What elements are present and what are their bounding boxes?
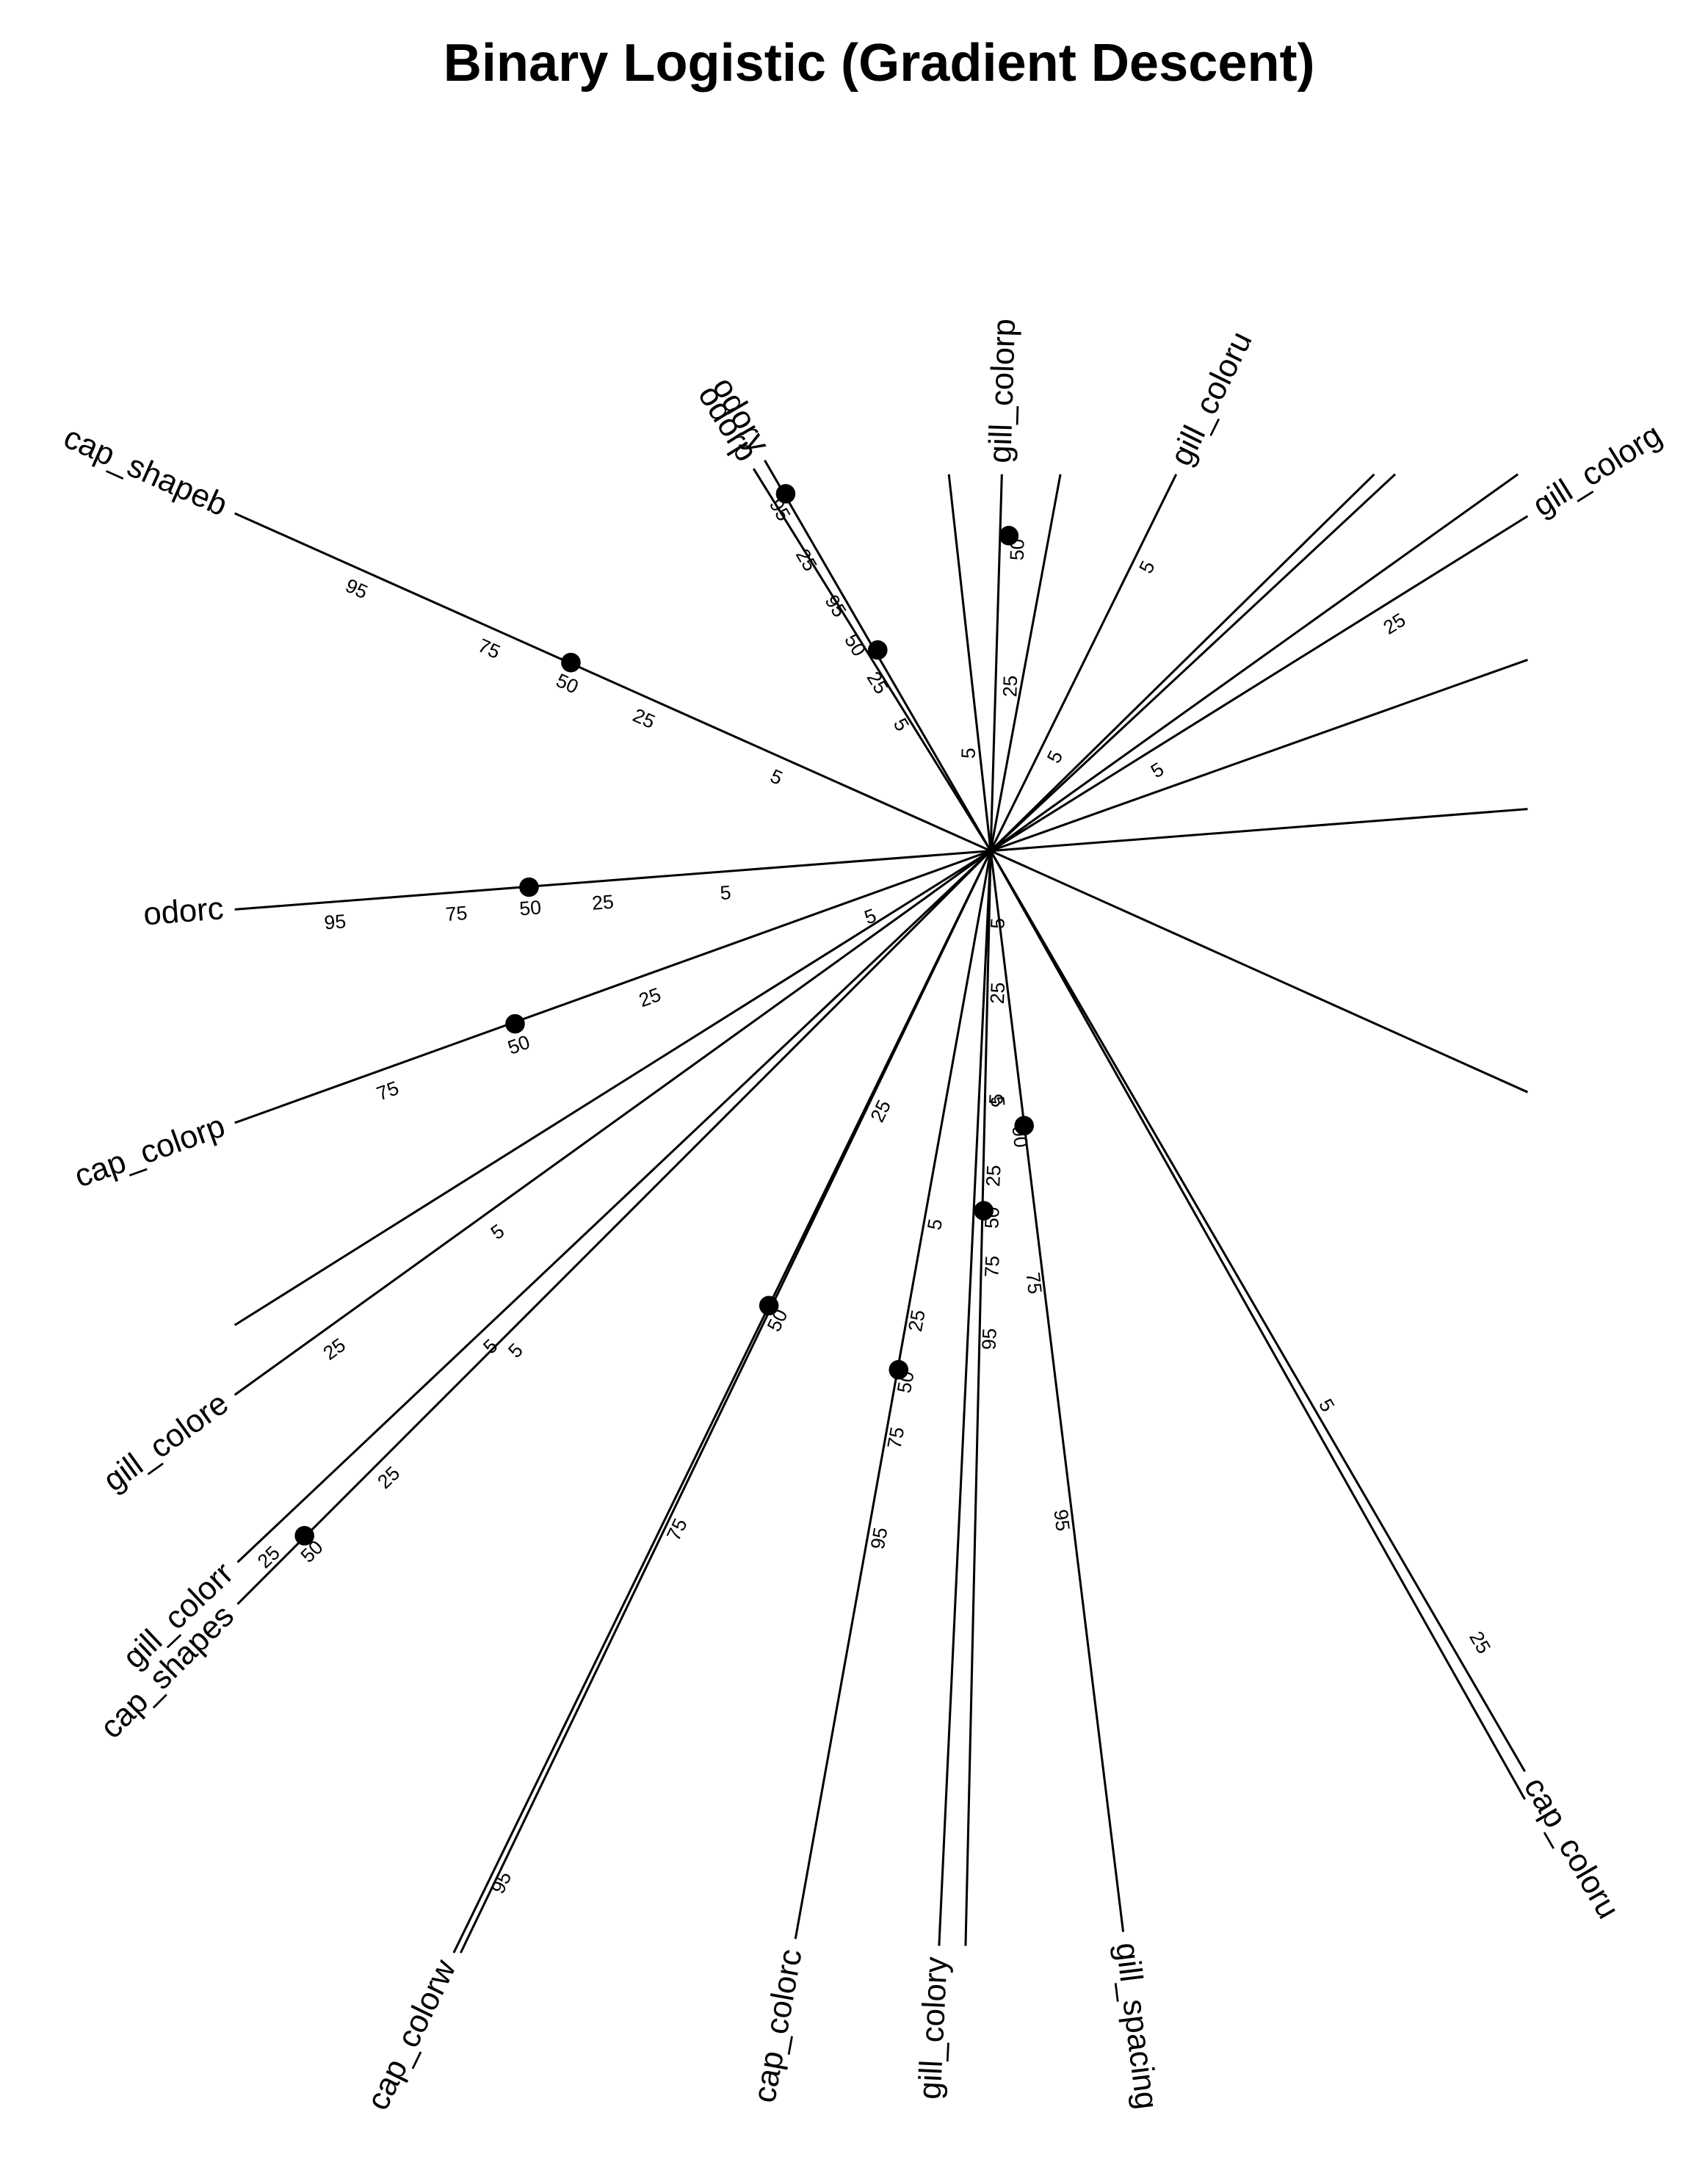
spoke xyxy=(964,850,992,1946)
point xyxy=(775,484,796,504)
spoke xyxy=(990,473,1519,852)
spoke xyxy=(990,473,1375,852)
axis-label: gill_spacing xyxy=(1109,1940,1165,2111)
axis-label: cap_shapeb xyxy=(59,419,233,524)
tick-label: 25 xyxy=(1465,1627,1495,1658)
axis-line xyxy=(938,850,992,1946)
axis-line xyxy=(234,512,991,852)
tick-label: 5 xyxy=(1147,758,1168,782)
axis-line xyxy=(794,850,992,1940)
tick-label: 5 xyxy=(889,715,913,735)
tick-label: 5 xyxy=(504,1339,527,1362)
tick-label: 95 xyxy=(866,1525,892,1550)
tick-label: 5 xyxy=(923,1217,947,1232)
spoke xyxy=(991,808,1528,853)
tick-label: 75 xyxy=(980,1255,1003,1278)
tick-label: 95 xyxy=(323,910,347,933)
point xyxy=(294,1525,314,1546)
tick-label: 25 xyxy=(319,1334,350,1364)
tick-label: 25 xyxy=(904,1308,930,1333)
axis-line xyxy=(989,850,1125,1932)
axis-line xyxy=(234,850,991,911)
tick-label: 25 xyxy=(999,675,1021,697)
tick-label: 50 xyxy=(553,669,582,698)
tick-label: 5 xyxy=(861,904,879,928)
axis-line xyxy=(752,468,992,852)
tick-label: 50 xyxy=(518,896,542,919)
spoke xyxy=(989,474,1062,851)
tick-label: 5 xyxy=(1135,557,1159,577)
tick-label: 25 xyxy=(986,982,1009,1005)
tick-label: 25 xyxy=(636,983,664,1011)
tick-label: 5 xyxy=(1043,747,1067,767)
tick-label: 25 xyxy=(253,1541,284,1572)
tick-label: 75 xyxy=(662,1515,692,1544)
tick-label: 25 xyxy=(591,891,615,914)
axis-label: odorc xyxy=(142,890,225,932)
tick-label: 25 xyxy=(982,1165,1005,1188)
tick-label: 50 xyxy=(504,1031,532,1059)
axis-label: cap_colorw xyxy=(360,1953,463,2115)
tick-label: 5 xyxy=(986,1095,1010,1108)
point xyxy=(519,877,539,897)
axis-label: gill_coloru xyxy=(1163,326,1259,471)
tick-label: 95 xyxy=(342,574,371,603)
axis-line xyxy=(234,850,991,1124)
tick-label: 5 xyxy=(957,748,979,759)
spoke xyxy=(947,474,992,851)
tick-label: 75 xyxy=(374,1077,402,1105)
axis-label: gill_colory xyxy=(912,1956,955,2100)
spoke xyxy=(990,658,1528,853)
spoke xyxy=(990,850,1529,1094)
axis-label: gill_colorg xyxy=(1527,416,1668,524)
tick-label: 95 xyxy=(487,1868,516,1897)
point xyxy=(759,1295,779,1316)
axis-label: cap_colorp xyxy=(70,1107,230,1194)
point xyxy=(867,640,888,660)
point xyxy=(999,526,1019,546)
axis-line xyxy=(452,850,992,1953)
spoke xyxy=(234,850,991,1326)
tick-label: 5 xyxy=(487,1220,509,1244)
title: Binary Logistic (Gradient Descent) xyxy=(444,34,1315,93)
tick-label: 75 xyxy=(445,902,468,925)
spoke xyxy=(990,473,1396,852)
tick-label: 75 xyxy=(475,635,504,663)
tick-label: 25 xyxy=(373,1462,404,1493)
axis-line xyxy=(234,850,992,1396)
axis-label: gill_colore xyxy=(97,1385,235,1499)
tick-label: 5 xyxy=(985,1094,1007,1105)
axis-line xyxy=(989,850,1526,1772)
tick-label: 95 xyxy=(977,1328,1000,1351)
axis-line xyxy=(990,515,1529,852)
axis-line xyxy=(236,850,992,1605)
axis-line xyxy=(236,850,992,1564)
axis-label: cap_coloru xyxy=(1517,1771,1627,1925)
tick-label: 5 xyxy=(1314,1395,1339,1416)
tick-label: 5 xyxy=(720,881,732,904)
tick-label: 5 xyxy=(767,765,786,789)
tick-label: 25 xyxy=(1379,609,1409,639)
axis-label: gill_colorp xyxy=(982,318,1022,463)
axis-label: cap_colorc xyxy=(746,1946,809,2105)
point xyxy=(505,1013,525,1034)
tick-label: 95 xyxy=(1049,1508,1074,1533)
tick-label: 5 xyxy=(479,1334,502,1358)
point xyxy=(974,1201,994,1221)
tick-label: 75 xyxy=(883,1425,909,1450)
tick-label: 5 xyxy=(986,917,1009,929)
tick-label: 75 xyxy=(1021,1271,1046,1295)
point xyxy=(1014,1116,1035,1136)
axis-line xyxy=(989,474,1178,852)
point xyxy=(561,652,581,673)
spoke xyxy=(989,850,1526,1800)
tick-label: 25 xyxy=(629,704,658,733)
point xyxy=(889,1359,909,1380)
